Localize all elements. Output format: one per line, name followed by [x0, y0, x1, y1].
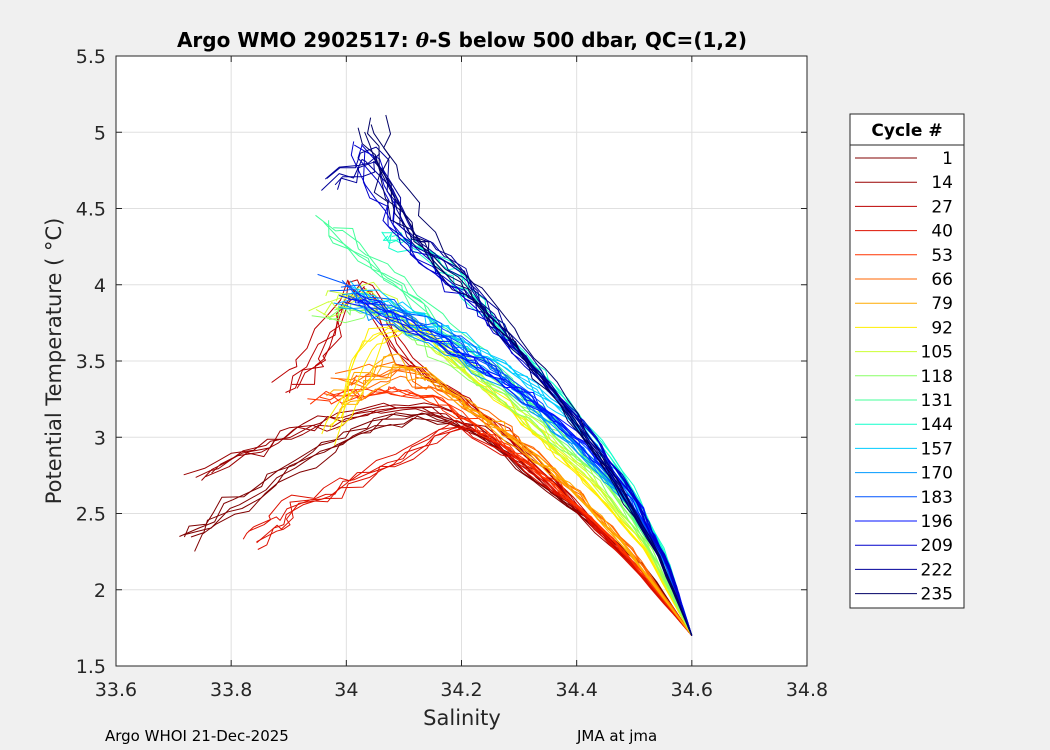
legend-label: 144: [921, 415, 953, 435]
x-tick-label: 33.8: [210, 679, 252, 701]
series-line: [256, 425, 693, 636]
chart-title-theta: θ: [416, 28, 430, 52]
series-line: [367, 117, 693, 636]
chart-title-prefix: Argo WMO 2902517:: [177, 28, 416, 52]
legend-label: 79: [931, 294, 953, 314]
y-tick-label: 3.5: [76, 351, 106, 373]
y-tick-label: 2: [94, 580, 106, 602]
y-tick-label: 5.5: [76, 46, 106, 68]
legend-label: 1: [942, 149, 953, 169]
series-line: [257, 426, 693, 636]
series-line: [350, 141, 693, 636]
x-tick-label: 34: [334, 679, 358, 701]
legend-entries: 1 14 27 40 53 66 79 92 105 118 131 144 157 170 183 196 2…: [855, 149, 953, 605]
legend-label: 66: [931, 270, 953, 290]
legend-label: 53: [931, 246, 953, 266]
legend-label: 209: [921, 536, 953, 556]
axis-ticks: 33.6 33.8 34 34.2 34.4 34.6 34.8 1.5 2 2.5 3 3.5 4 4.…: [76, 46, 828, 701]
series-line: [354, 144, 693, 636]
legend: Cycle # 1 14 27 40 53 66 79 92 105 118 131 144 157 17…: [849, 113, 965, 609]
series-line: [311, 309, 693, 636]
legend-label: 170: [921, 464, 953, 484]
series-line: [341, 366, 693, 636]
y-tick-label: 4.5: [76, 199, 106, 221]
series-line: [309, 386, 693, 636]
legend-label: 92: [931, 318, 953, 338]
series-40: [242, 419, 693, 636]
chart-title: Argo WMO 2902517: θ-S below 500 dbar, QC…: [177, 28, 747, 52]
legend-title: Cycle #: [871, 121, 942, 141]
x-tick-label: 34.4: [556, 679, 598, 701]
series-line: [357, 127, 693, 636]
legend-label: 157: [921, 439, 953, 459]
series-line: [271, 279, 693, 636]
legend-label: 105: [921, 343, 953, 363]
y-tick-label: 5: [94, 122, 106, 144]
legend-label: 40: [931, 222, 953, 242]
y-tick-label: 2.5: [76, 504, 106, 526]
x-tick-label: 34.2: [440, 679, 482, 701]
series-line: [334, 330, 693, 636]
y-tick-label: 3: [94, 427, 106, 449]
series-layer: [179, 114, 693, 636]
x-tick-label: 34.6: [671, 679, 713, 701]
legend-label: 196: [921, 512, 953, 532]
y-axis-label: Potential Temperature ( °C): [42, 218, 66, 505]
legend-label: 235: [921, 585, 953, 605]
chart-title-suffix: -S below 500 dbar, QC=(1,2): [429, 28, 747, 52]
footer-right: JMA at jma: [576, 727, 657, 745]
y-tick-label: 4: [94, 275, 106, 297]
x-tick-label: 34.8: [786, 679, 828, 701]
legend-label: 222: [921, 560, 953, 580]
legend-label: 27: [931, 197, 953, 217]
series-79: [326, 353, 693, 636]
series-line: [307, 387, 693, 636]
y-tick-label: 1.5: [76, 656, 106, 678]
series-235: [357, 114, 693, 636]
legend-box: [849, 113, 965, 609]
legend-label: 14: [931, 173, 953, 193]
footer-left: Argo WHOI 21-Dec-2025: [105, 727, 289, 745]
x-axis-label: Salinity: [423, 706, 501, 730]
series-53: [307, 386, 693, 636]
x-tick-label: 33.6: [95, 679, 137, 701]
series-line: [383, 114, 693, 636]
legend-label: 131: [921, 391, 953, 411]
series-line: [326, 353, 693, 636]
legend-label: 118: [921, 367, 953, 387]
legend-label: 183: [921, 488, 953, 508]
